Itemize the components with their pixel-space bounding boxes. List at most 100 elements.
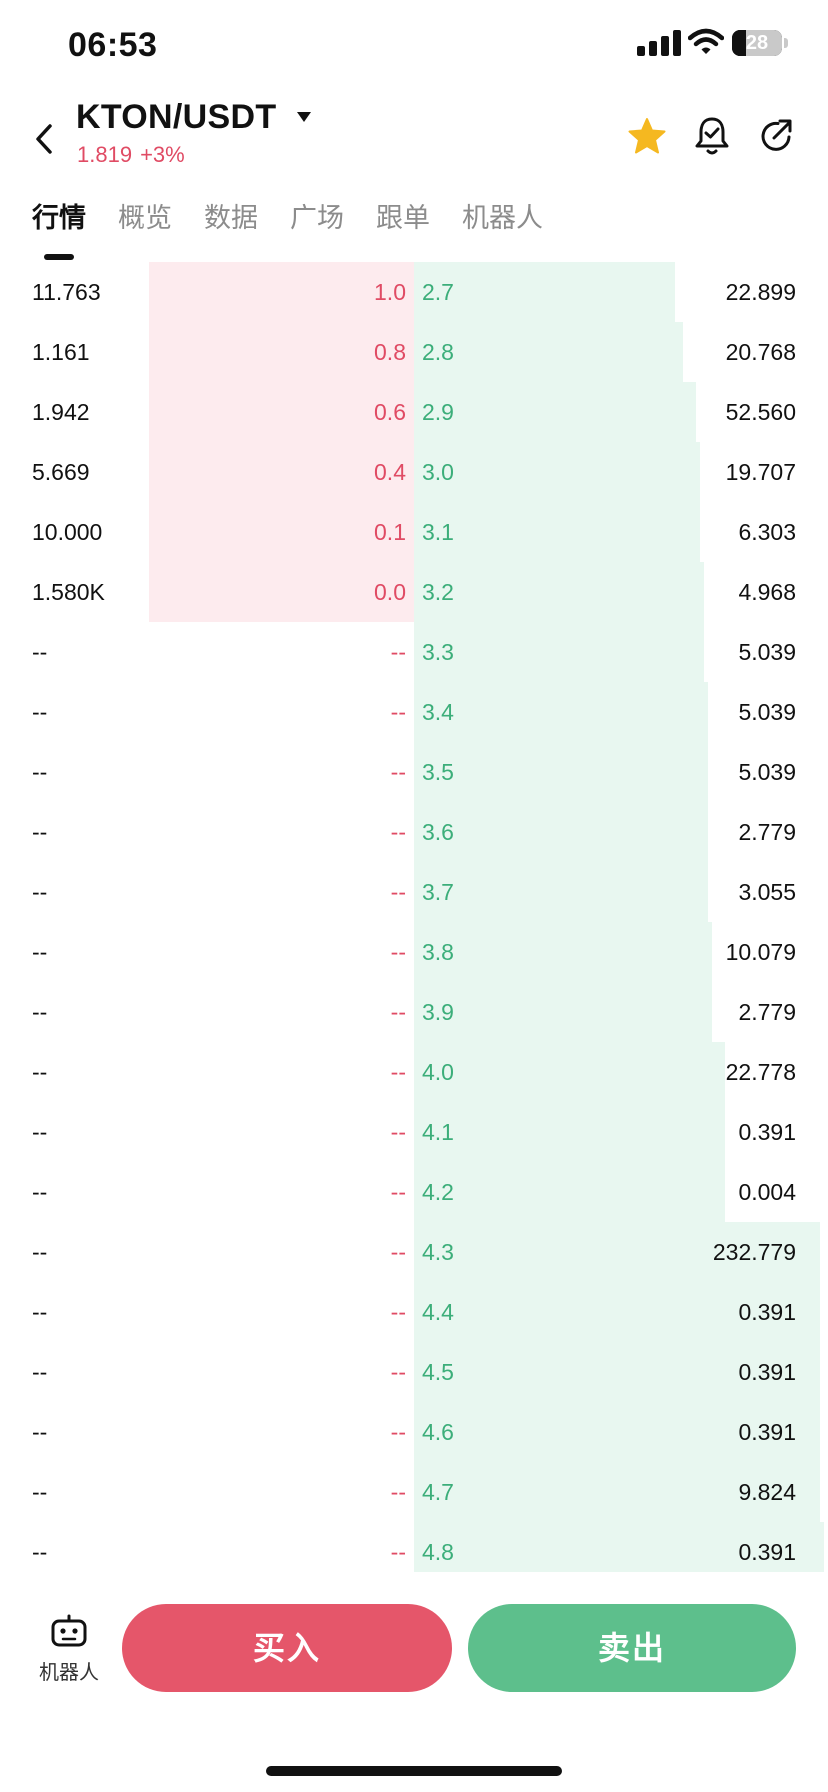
bid-price: -- bbox=[390, 1479, 406, 1505]
tab-data[interactable]: 数据 bbox=[204, 203, 258, 233]
order-book-row[interactable]: -- -- 3.3 5.039 bbox=[0, 622, 828, 682]
order-book-row[interactable]: -- -- 4.5 0.391 bbox=[0, 1342, 828, 1402]
order-book-row[interactable]: -- -- 4.8 0.391 bbox=[0, 1522, 828, 1572]
ask-depth-bar bbox=[414, 442, 700, 502]
ask-quantity: 5.039 bbox=[738, 639, 796, 665]
ask-depth-bar bbox=[414, 802, 708, 862]
ask-depth-bar bbox=[414, 1522, 824, 1572]
order-book-row[interactable]: -- -- 3.6 2.779 bbox=[0, 802, 828, 862]
ask-depth-bar bbox=[414, 1222, 820, 1282]
ask-price: 2.7 bbox=[422, 279, 454, 305]
ask-quantity: 232.779 bbox=[712, 1239, 796, 1265]
ask-price: 3.8 bbox=[422, 939, 454, 965]
bid-depth-bar bbox=[149, 322, 414, 382]
ask-depth-bar bbox=[414, 1162, 725, 1222]
bid-price: -- bbox=[390, 819, 406, 845]
order-book-row[interactable]: -- -- 4.0 22.778 bbox=[0, 1042, 828, 1102]
robot-icon[interactable] bbox=[50, 1614, 88, 1648]
ask-depth-bar bbox=[414, 1462, 820, 1522]
bid-price: -- bbox=[390, 1299, 406, 1325]
ask-depth-bar bbox=[414, 262, 675, 322]
ask-price: 3.1 bbox=[422, 519, 454, 545]
order-book-row[interactable]: -- -- 3.8 10.079 bbox=[0, 922, 828, 982]
ask-quantity: 22.778 bbox=[725, 1059, 796, 1085]
bid-price: 1.0 bbox=[374, 279, 406, 305]
order-book-row[interactable]: -- -- 4.7 9.824 bbox=[0, 1462, 828, 1522]
bid-price: -- bbox=[390, 939, 406, 965]
bid-quantity: 1.161 bbox=[32, 339, 90, 365]
cellular-signal-icon bbox=[637, 30, 683, 56]
pair-price-line: 1.819 +3% bbox=[77, 142, 185, 168]
ask-quantity: 52.560 bbox=[725, 399, 796, 425]
status-time: 06:53 bbox=[68, 26, 158, 64]
ask-quantity: 2.779 bbox=[738, 819, 796, 845]
ask-price: 3.4 bbox=[422, 699, 454, 725]
order-book-row[interactable]: 5.669 0.4 3.0 19.707 bbox=[0, 442, 828, 502]
ask-quantity: 0.391 bbox=[738, 1119, 796, 1145]
bid-price: -- bbox=[390, 1179, 406, 1205]
ask-depth-bar bbox=[414, 1342, 820, 1402]
ask-price: 2.9 bbox=[422, 399, 454, 425]
order-book-row[interactable]: 11.763 1.0 2.7 22.899 bbox=[0, 262, 828, 322]
back-arrow-icon[interactable] bbox=[30, 116, 60, 162]
tab-overview[interactable]: 概览 bbox=[118, 203, 172, 233]
ask-depth-bar bbox=[414, 1282, 820, 1342]
bottom-action-bar: 机器人 买入 卖出 bbox=[0, 1572, 828, 1792]
order-book-row[interactable]: 1.580K 0.0 3.2 4.968 bbox=[0, 562, 828, 622]
order-book-row[interactable]: -- -- 3.9 2.779 bbox=[0, 982, 828, 1042]
ask-price: 4.2 bbox=[422, 1179, 454, 1205]
ask-price: 3.2 bbox=[422, 579, 454, 605]
ask-price: 4.3 bbox=[422, 1239, 454, 1265]
bid-depth-bar bbox=[149, 502, 414, 562]
ask-depth-bar bbox=[414, 622, 704, 682]
bid-quantity: -- bbox=[32, 879, 48, 905]
battery-icon: 28 bbox=[732, 30, 782, 56]
header: KTON/USDT 1.819 +3% bbox=[0, 90, 828, 190]
bid-quantity: 10.000 bbox=[32, 519, 103, 545]
buy-button[interactable]: 买入 bbox=[122, 1604, 452, 1692]
order-book-row[interactable]: -- -- 3.7 3.055 bbox=[0, 862, 828, 922]
order-book-row[interactable]: -- -- 4.4 0.391 bbox=[0, 1282, 828, 1342]
bid-quantity: -- bbox=[32, 939, 48, 965]
bid-depth-bar bbox=[149, 382, 414, 442]
order-book-row[interactable]: 1.942 0.6 2.9 52.560 bbox=[0, 382, 828, 442]
ask-price: 3.0 bbox=[422, 459, 454, 485]
order-book-row[interactable]: -- -- 4.2 0.004 bbox=[0, 1162, 828, 1222]
caret-down-icon[interactable] bbox=[297, 112, 311, 122]
bid-quantity: -- bbox=[32, 819, 48, 845]
ask-depth-bar bbox=[414, 682, 708, 742]
bid-price: 0.6 bbox=[374, 399, 406, 425]
ask-depth-bar bbox=[414, 322, 683, 382]
bid-price: -- bbox=[390, 759, 406, 785]
ask-quantity: 5.039 bbox=[738, 699, 796, 725]
robot-label[interactable]: 机器人 bbox=[39, 1662, 99, 1684]
tab-copy-trading[interactable]: 跟单 bbox=[376, 203, 430, 233]
order-book-row[interactable]: -- -- 4.6 0.391 bbox=[0, 1402, 828, 1462]
tab-square[interactable]: 广场 bbox=[290, 203, 344, 233]
order-book-row[interactable]: 10.000 0.1 3.1 6.303 bbox=[0, 502, 828, 562]
ask-quantity: 9.824 bbox=[738, 1479, 796, 1505]
bid-quantity: -- bbox=[32, 999, 48, 1025]
status-bar: 06:53 28 bbox=[0, 0, 828, 90]
bid-price: -- bbox=[390, 699, 406, 725]
bid-quantity: 11.763 bbox=[32, 279, 101, 305]
share-icon[interactable] bbox=[756, 116, 796, 156]
order-book-row[interactable]: -- -- 3.4 5.039 bbox=[0, 682, 828, 742]
order-book-row[interactable]: -- -- 4.3 232.779 bbox=[0, 1222, 828, 1282]
ask-quantity: 19.707 bbox=[725, 459, 796, 485]
pair-title[interactable]: KTON/USDT bbox=[76, 98, 277, 136]
ask-price: 3.5 bbox=[422, 759, 454, 785]
favorite-star-icon[interactable] bbox=[627, 116, 667, 156]
sell-button[interactable]: 卖出 bbox=[468, 1604, 796, 1692]
tab-market[interactable]: 行情 bbox=[32, 196, 86, 262]
price-alert-bell-icon[interactable] bbox=[692, 114, 732, 158]
order-book-row[interactable]: 1.161 0.8 2.8 20.768 bbox=[0, 322, 828, 382]
order-book-row[interactable]: -- -- 3.5 5.039 bbox=[0, 742, 828, 802]
order-book-row[interactable]: -- -- 4.1 0.391 bbox=[0, 1102, 828, 1162]
bid-quantity: 5.669 bbox=[32, 459, 90, 485]
tab-robot[interactable]: 机器人 bbox=[462, 203, 543, 233]
ask-quantity: 5.039 bbox=[738, 759, 796, 785]
ask-quantity: 10.079 bbox=[725, 939, 796, 965]
ask-price: 3.3 bbox=[422, 639, 454, 665]
bid-quantity: -- bbox=[32, 1299, 48, 1325]
